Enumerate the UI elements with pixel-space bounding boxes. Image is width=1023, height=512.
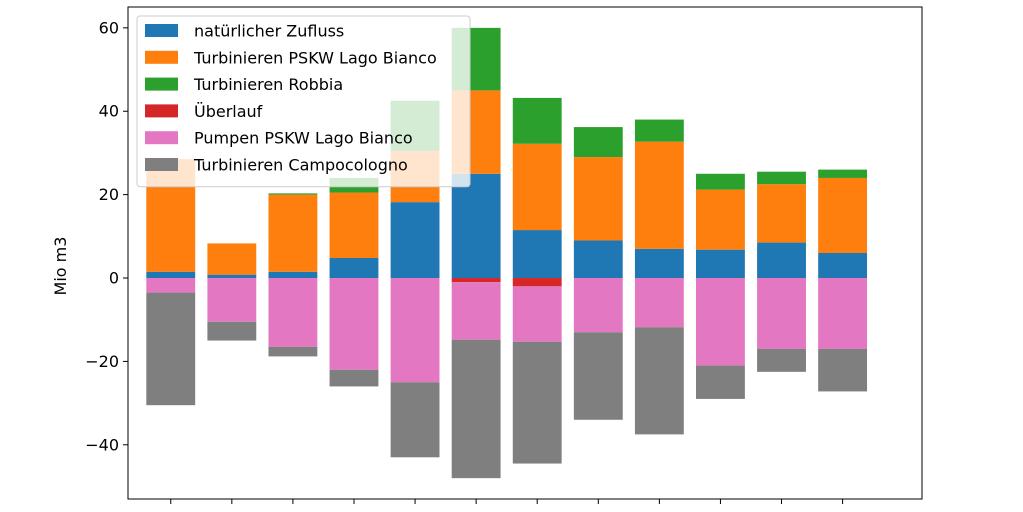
y-tick-label-20: 20 xyxy=(99,185,119,204)
legend-swatch-turbinieren-campocologno xyxy=(145,158,178,171)
bar-turbinieren-pskw-lago-bianco-11 xyxy=(757,184,806,243)
bar-turbinieren-campocologno-5 xyxy=(390,382,440,458)
bar-natürlicher-zufluss-5 xyxy=(390,202,440,279)
bar-turbinieren-pskw-lago-bianco-7 xyxy=(512,143,562,231)
legend-label-turbinieren-robbia: Turbinieren Robbia xyxy=(193,75,343,94)
bar-turbinieren-campocologno-8 xyxy=(573,332,623,420)
bar-natürlicher-zufluss-9 xyxy=(634,248,684,279)
legend-swatch-pumpen-pskw-lago-bianco xyxy=(145,131,178,145)
bar-turbinieren-pskw-lago-bianco-2 xyxy=(207,243,257,275)
bar-pumpen-pskw-lago-bianco-9 xyxy=(634,278,684,328)
bar-turbinieren-pskw-lago-bianco-4 xyxy=(329,192,379,259)
y-tick-label-60: 60 xyxy=(99,18,119,37)
bar-turbinieren-campocologno-2 xyxy=(207,321,257,341)
bar-pumpen-pskw-lago-bianco-7 xyxy=(512,286,562,342)
legend-label-pumpen-pskw-lago-bianco: Pumpen PSKW Lago Bianco xyxy=(194,129,413,148)
legend-label-turbinieren-pskw-lago-bianco: Turbinieren PSKW Lago Bianco xyxy=(193,48,437,67)
legend-swatch-turbinieren-robbia xyxy=(145,77,178,91)
y-tick-label-40: 40 xyxy=(99,102,119,121)
y-tick-label-0: 0 xyxy=(109,269,119,288)
y-axis-label: Mio m3 xyxy=(51,237,70,296)
y-tick-label--20: −20 xyxy=(85,352,119,371)
bar-turbinieren-campocologno-9 xyxy=(634,327,684,435)
x-axis xyxy=(170,499,844,504)
bar-pumpen-pskw-lago-bianco-10 xyxy=(696,278,745,366)
bar-turbinieren-campocologno-11 xyxy=(757,348,806,372)
y-tick-label--40: −40 xyxy=(85,435,119,454)
bar-turbinieren-robbia-12 xyxy=(818,169,868,178)
bar-natürlicher-zufluss-3 xyxy=(268,271,318,279)
bar-pumpen-pskw-lago-bianco-12 xyxy=(818,278,868,349)
legend: natürlicher Zufluss Turbinieren PSKW Lago… xyxy=(136,15,471,188)
bar-turbinieren-campocologno-10 xyxy=(696,365,745,399)
legend-box xyxy=(136,15,471,188)
bar-turbinieren-robbia-3 xyxy=(268,193,318,195)
bar-überlauf-7 xyxy=(512,278,562,287)
bar-pumpen-pskw-lago-bianco-1 xyxy=(146,278,196,293)
y-axis: −40 −20 0 20 40 60 xyxy=(85,18,128,454)
bar-turbinieren-pskw-lago-bianco-3 xyxy=(268,194,318,272)
bar-überlauf-6 xyxy=(451,278,501,283)
bar-turbinieren-robbia-11 xyxy=(757,171,806,185)
bar-turbinieren-robbia-8 xyxy=(573,127,623,158)
bar-turbinieren-campocologno-3 xyxy=(268,346,318,357)
bar-natürlicher-zufluss-7 xyxy=(512,230,562,279)
bar-turbinieren-campocologno-7 xyxy=(512,341,562,464)
legend-swatch-natürlicher-zufluss xyxy=(145,24,178,37)
bar-natürlicher-zufluss-8 xyxy=(573,240,623,279)
bar-pumpen-pskw-lago-bianco-4 xyxy=(329,278,379,370)
bar-natürlicher-zufluss-2 xyxy=(207,274,257,279)
bar-pumpen-pskw-lago-bianco-3 xyxy=(268,278,318,347)
bar-turbinieren-pskw-lago-bianco-8 xyxy=(573,157,623,241)
bar-turbinieren-campocologno-1 xyxy=(146,292,196,406)
bar-turbinieren-campocologno-4 xyxy=(329,369,379,387)
bar-turbinieren-pskw-lago-bianco-9 xyxy=(634,141,684,249)
bar-turbinieren-pskw-lago-bianco-12 xyxy=(818,177,868,253)
bar-pumpen-pskw-lago-bianco-5 xyxy=(390,278,440,383)
legend-swatch-überlauf xyxy=(145,104,178,118)
bar-turbinieren-campocologno-6 xyxy=(451,339,501,479)
bar-natürlicher-zufluss-4 xyxy=(329,258,379,279)
bar-turbinieren-pskw-lago-bianco-10 xyxy=(696,189,745,250)
legend-label-überlauf: Überlauf xyxy=(194,102,263,121)
bar-layer xyxy=(146,27,868,479)
bar-natürlicher-zufluss-11 xyxy=(757,242,806,279)
axes-frame xyxy=(127,6,923,500)
legend-label-natürlicher-zufluss: natürlicher Zufluss xyxy=(194,22,344,41)
bar-turbinieren-robbia-9 xyxy=(634,119,684,142)
bar-pumpen-pskw-lago-bianco-8 xyxy=(573,278,623,333)
legend-label-turbinieren-campocologno: Turbinieren Campocologno xyxy=(193,156,408,175)
bar-pumpen-pskw-lago-bianco-11 xyxy=(757,278,806,349)
legend-swatch-turbinieren-pskw-lago-bianco xyxy=(145,50,178,64)
bar-natürlicher-zufluss-1 xyxy=(146,271,196,279)
bar-turbinieren-robbia-7 xyxy=(512,97,562,144)
bar-turbinieren-campocologno-12 xyxy=(818,348,868,392)
bar-turbinieren-robbia-10 xyxy=(696,173,745,190)
bar-natürlicher-zufluss-10 xyxy=(696,249,745,279)
bar-pumpen-pskw-lago-bianco-2 xyxy=(207,278,257,322)
bar-natürlicher-zufluss-12 xyxy=(818,253,868,279)
bar-pumpen-pskw-lago-bianco-6 xyxy=(451,282,501,340)
bar-natürlicher-zufluss-6 xyxy=(451,173,501,279)
